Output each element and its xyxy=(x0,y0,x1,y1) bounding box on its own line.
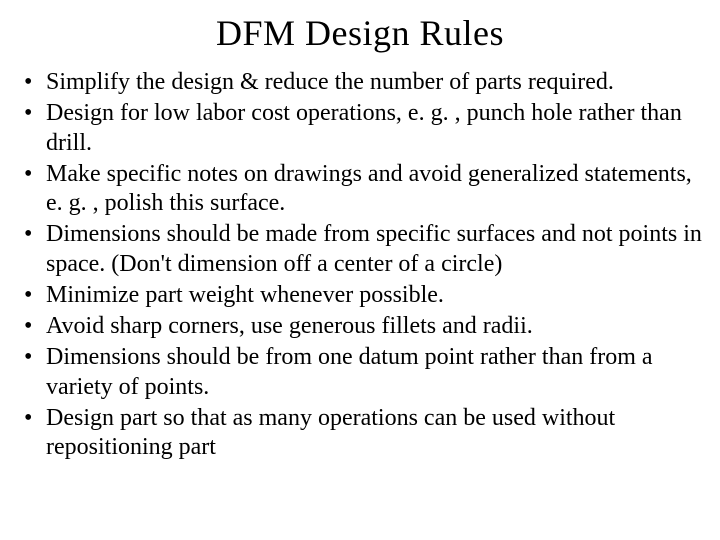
list-item: Make specific notes on drawings and avoi… xyxy=(18,160,702,219)
bullet-list: Simplify the design & reduce the number … xyxy=(18,68,702,462)
list-item: Minimize part weight whenever possible. xyxy=(18,281,702,310)
list-item: Avoid sharp corners, use generous fillet… xyxy=(18,312,702,341)
list-item: Dimensions should be from one datum poin… xyxy=(18,343,702,402)
list-item: Simplify the design & reduce the number … xyxy=(18,68,702,97)
slide-title: DFM Design Rules xyxy=(18,12,702,54)
list-item: Design for low labor cost operations, e.… xyxy=(18,99,702,158)
list-item: Dimensions should be made from specific … xyxy=(18,220,702,279)
list-item: Design part so that as many operations c… xyxy=(18,404,702,463)
